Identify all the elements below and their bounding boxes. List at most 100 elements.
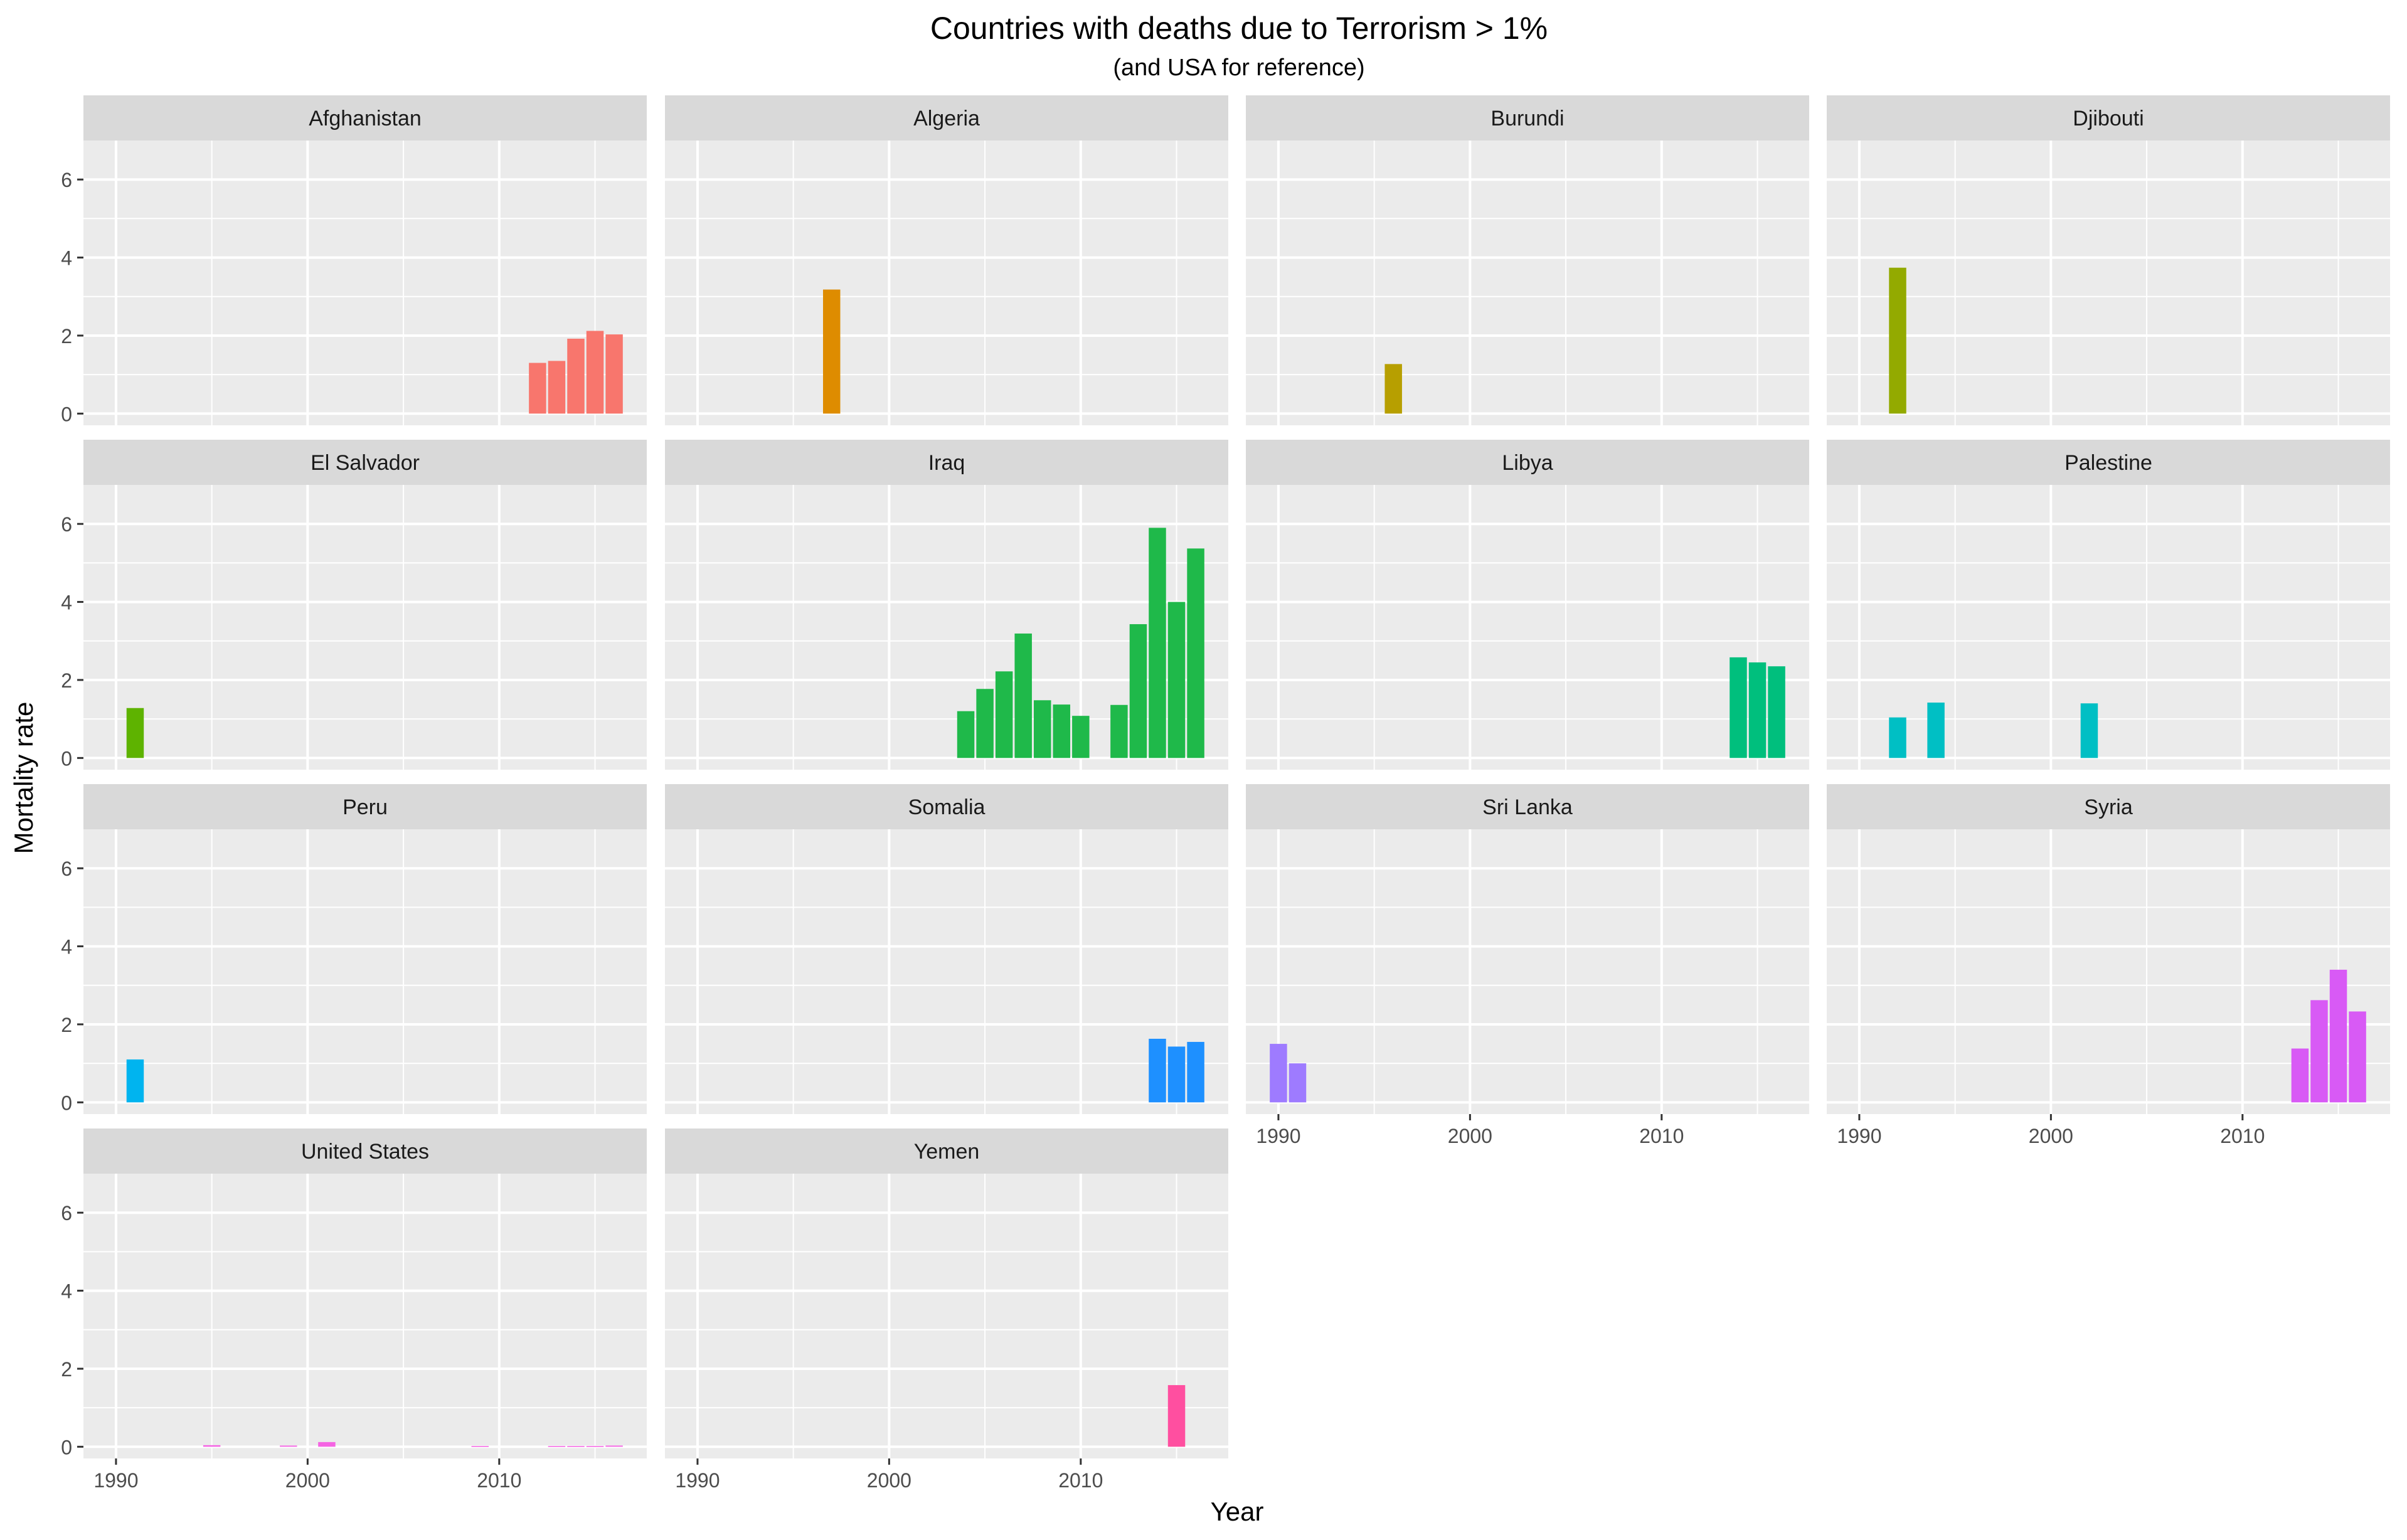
bar-somalia-2015 (1167, 1046, 1186, 1103)
bar-somalia-2016 (1187, 1041, 1204, 1103)
facet-strip-label: United States (301, 1140, 429, 1164)
bar-afghanistan-2015 (586, 331, 604, 414)
x-tick-label: 1990 (675, 1469, 720, 1492)
bar-united-states-2009 (471, 1446, 489, 1447)
bar-iraq-2006 (995, 671, 1013, 758)
bar-united-states-1999 (280, 1445, 297, 1447)
y-tick-label: 6 (61, 1202, 72, 1224)
y-tick-label: 4 (61, 1280, 72, 1303)
facet-strip (665, 1128, 1228, 1174)
facet-united-states: United States 0 2 4 6 1990 2000 2010 (61, 1128, 647, 1492)
y-tick-label: 0 (61, 747, 72, 770)
facet-strip-label: Burundi (1490, 107, 1564, 130)
facet-somalia: Somalia (665, 784, 1228, 1114)
bar-syria-2014 (2310, 1000, 2328, 1103)
bar-iraq-2010 (1072, 716, 1090, 758)
facet-libya: Libya (1246, 440, 1809, 770)
bar-el-salvador-1991 (126, 708, 144, 758)
panel-background (665, 141, 1228, 425)
bar-iraq-2008 (1033, 700, 1051, 758)
y-tick-label: 6 (61, 169, 72, 191)
bar-djibouti-1992 (1889, 267, 1906, 414)
bar-iraq-2016 (1187, 548, 1204, 758)
y-tick-label: 2 (61, 325, 72, 348)
facet-burundi: Burundi (1246, 95, 1809, 425)
x-tick-label: 1990 (1256, 1125, 1300, 1147)
bar-afghanistan-2012 (529, 363, 546, 414)
panel-background (1246, 485, 1809, 770)
facet-strip-label: Somalia (908, 795, 986, 819)
bar-united-states-1995 (203, 1445, 221, 1447)
bar-afghanistan-2014 (567, 338, 585, 414)
bar-afghanistan-2013 (548, 361, 566, 414)
x-tick-label: 2000 (867, 1469, 911, 1492)
panel-background (1827, 141, 2390, 425)
facet-strip-label: Libya (1502, 451, 1553, 475)
panel-background (83, 829, 647, 1114)
bar-iraq-2009 (1053, 704, 1071, 758)
y-tick-label: 2 (61, 669, 72, 692)
y-tick-label: 6 (61, 513, 72, 536)
bar-iraq-2013 (1129, 624, 1147, 758)
facet-strip (83, 1128, 647, 1174)
panel-background (1246, 829, 1809, 1114)
chart-subtitle: (and USA for reference) (1113, 55, 1364, 81)
panel-background (665, 829, 1228, 1114)
facet-strip-label: El Salvador (311, 451, 420, 475)
bar-iraq-2012 (1110, 704, 1128, 758)
bar-syria-2015 (2329, 969, 2347, 1103)
bar-iraq-2015 (1167, 602, 1186, 758)
bar-yemen-2015 (1167, 1385, 1186, 1447)
facet-syria: Syria 1990 2000 2010 (1827, 784, 2390, 1147)
bar-sri-lanka-1991 (1289, 1063, 1307, 1103)
panel-background (83, 1174, 647, 1458)
bar-iraq-2004 (957, 711, 975, 758)
facet-strip (1246, 95, 1809, 141)
facet-strip (83, 440, 647, 485)
facet-strip-label: Sri Lanka (1482, 795, 1573, 819)
facet-algeria: Algeria (665, 95, 1228, 425)
facet-strip (1827, 440, 2390, 485)
panel-background (665, 1174, 1228, 1458)
y-tick-label: 0 (61, 1091, 72, 1114)
y-tick-label: 6 (61, 858, 72, 880)
facet-strip (1827, 95, 2390, 141)
bar-libya-2014 (1730, 657, 1747, 758)
bar-somalia-2014 (1149, 1038, 1166, 1103)
facet-strip-label: Afghanistan (309, 107, 422, 130)
bar-united-states-2015 (586, 1446, 604, 1447)
bar-united-states-2016 (605, 1445, 623, 1447)
bar-libya-2015 (1748, 662, 1767, 758)
bar-peru-1991 (126, 1059, 144, 1103)
facet-strip-label: Peru (343, 795, 388, 819)
facet-afghanistan: Afghanistan 0 2 4 6 (61, 95, 647, 425)
facet-strip-label: Algeria (913, 107, 980, 130)
bar-sri-lanka-1990 (1270, 1044, 1287, 1103)
x-axis-label: Year (1211, 1497, 1264, 1526)
x-tick-label: 2010 (2220, 1125, 2265, 1147)
facet-strip (1246, 440, 1809, 485)
bar-iraq-2007 (1014, 633, 1032, 758)
panel-background (1827, 485, 2390, 770)
bar-palestine-1994 (1927, 703, 1945, 758)
facets-layer: Afghanistan 0 2 4 6 Algeria Burundi Djibouti El … (61, 95, 2390, 1492)
bar-united-states-2014 (567, 1446, 585, 1447)
panel-background (83, 485, 647, 770)
chart-title: Countries with deaths due to Terrorism >… (930, 11, 1548, 46)
facet-el-salvador: El Salvador 0 2 4 6 (61, 440, 647, 770)
x-tick-label: 1990 (93, 1469, 138, 1492)
x-tick-label: 1990 (1837, 1125, 1881, 1147)
facet-strip-label: Syria (2084, 795, 2133, 819)
facet-strip-label: Yemen (914, 1140, 980, 1164)
x-tick-label: 2010 (477, 1469, 521, 1492)
bar-iraq-2005 (976, 689, 994, 758)
bar-syria-2013 (2291, 1048, 2309, 1103)
facet-strip (665, 440, 1228, 485)
x-tick-label: 2000 (1448, 1125, 1492, 1147)
bar-afghanistan-2016 (605, 334, 623, 414)
bar-united-states-2001 (318, 1442, 336, 1447)
y-axis-label: Mortality rate (9, 702, 38, 854)
bar-burundi-1996 (1384, 364, 1402, 414)
facet-sri-lanka: Sri Lanka 1990 2000 2010 (1246, 784, 1809, 1147)
